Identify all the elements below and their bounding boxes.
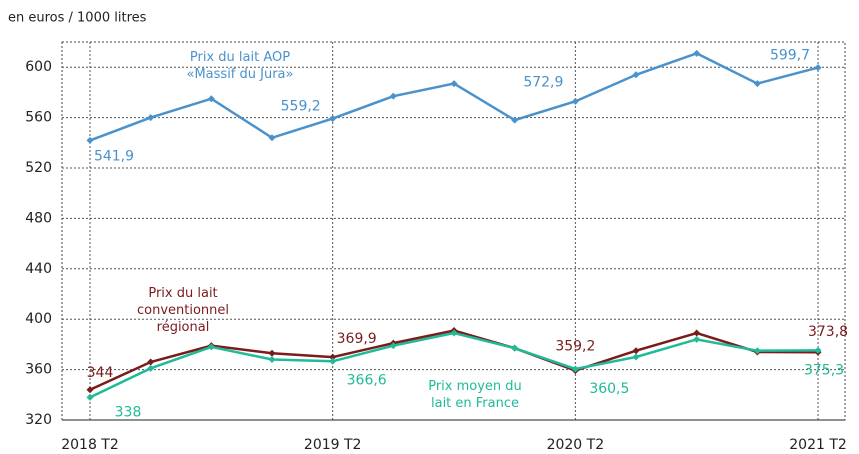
data-label: 375,3 <box>804 362 844 378</box>
data-label: 360,5 <box>589 381 629 397</box>
y-tick-label: 400 <box>25 311 52 327</box>
point <box>511 344 519 352</box>
x-tick-label: 2021 T2 <box>789 437 847 453</box>
point <box>571 365 579 373</box>
point <box>511 116 519 124</box>
y-axis-label: en euros / 1000 litres <box>8 11 147 26</box>
y-tick-label: 600 <box>25 59 52 75</box>
point <box>693 335 701 343</box>
point <box>86 386 94 394</box>
data-label: 366,6 <box>347 372 387 388</box>
x-tick-label: 2020 T2 <box>547 437 605 453</box>
series-label: Prix du lait AOP «Massif du Jura» <box>187 50 294 82</box>
y-tick-label: 560 <box>25 110 52 126</box>
point <box>147 114 155 122</box>
point <box>814 346 822 354</box>
point <box>329 357 337 365</box>
data-label: 338 <box>115 404 142 420</box>
y-tick-label: 320 <box>25 412 52 428</box>
point <box>389 342 397 350</box>
data-label: 541,9 <box>94 148 134 164</box>
point <box>814 64 822 72</box>
point <box>632 353 640 361</box>
point <box>268 134 276 142</box>
x-tick-label: 2018 T2 <box>61 437 119 453</box>
point <box>329 353 337 361</box>
point <box>329 115 337 123</box>
point <box>86 393 94 401</box>
point <box>268 356 276 364</box>
point <box>693 49 701 57</box>
data-label: 344 <box>87 365 114 381</box>
point <box>389 92 397 100</box>
y-tick-label: 520 <box>25 160 52 176</box>
y-tick-label: 440 <box>25 261 52 277</box>
point <box>147 364 155 372</box>
y-tick-label: 480 <box>25 210 52 226</box>
series-label: Prix moyen du lait en France <box>428 379 522 411</box>
point <box>632 347 640 355</box>
y-tick-label: 360 <box>25 362 52 378</box>
data-label: 369,9 <box>337 331 377 347</box>
data-label: 359,2 <box>555 339 595 355</box>
point <box>632 71 640 79</box>
data-label: 373,8 <box>808 324 848 340</box>
point <box>693 329 701 337</box>
data-label: 599,7 <box>770 48 810 64</box>
point <box>450 80 458 88</box>
data-label: 572,9 <box>523 74 563 90</box>
x-tick-label: 2019 T2 <box>304 437 362 453</box>
point <box>207 95 215 103</box>
point <box>86 136 94 144</box>
point <box>450 329 458 337</box>
data-label: 559,2 <box>281 99 321 115</box>
point <box>571 97 579 105</box>
point <box>753 80 761 88</box>
point <box>268 349 276 357</box>
point <box>147 358 155 366</box>
series-label: Prix du lait conventionnel régional <box>137 286 229 335</box>
plot-area <box>61 41 846 421</box>
point <box>753 347 761 355</box>
point <box>207 343 215 351</box>
